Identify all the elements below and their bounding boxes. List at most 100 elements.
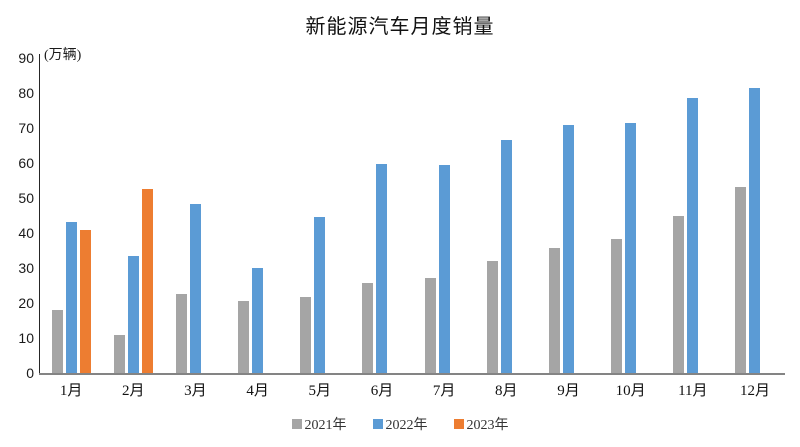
- bar-2021年-10月: [611, 238, 623, 373]
- bar-slot: [238, 58, 250, 373]
- bar-slot: [314, 58, 326, 373]
- bar-group-2月: [102, 58, 164, 373]
- bar-group-4月: [227, 58, 289, 373]
- y-tick-label: 50: [18, 190, 34, 206]
- bar-2021年-11月: [673, 215, 685, 373]
- bar-slot: [548, 58, 560, 373]
- bar-2021年-4月: [238, 300, 250, 373]
- bar-slot: [175, 58, 187, 373]
- bar-groups: [40, 58, 786, 373]
- y-axis-unit-label: (万辆): [44, 48, 82, 63]
- legend-label: 2021年: [304, 418, 347, 433]
- x-axis-label-7月: 7月: [432, 383, 456, 399]
- bar-slot: [562, 58, 574, 373]
- bar-slot: [701, 58, 712, 373]
- bar-2021年-5月: [300, 297, 312, 373]
- bar-group-8月: [475, 58, 537, 373]
- bar-slot: [639, 58, 650, 373]
- bar-slot: [453, 58, 464, 373]
- y-tick-label: 80: [18, 85, 34, 101]
- chart-title: 新能源汽车月度销量: [305, 16, 495, 38]
- bar-group-10月: [600, 58, 662, 373]
- legend-swatch-icon: [453, 419, 464, 429]
- bar-2023年-1月: [79, 230, 91, 373]
- x-axis-label-11月: 11月: [678, 383, 708, 399]
- x-axis-label-2月: 2月: [122, 383, 145, 399]
- bar-2022年-11月: [687, 97, 699, 373]
- x-axis-label-1月: 1月: [59, 383, 83, 399]
- x-axis-label-10月: 10月: [615, 383, 646, 399]
- bar-slot: [189, 58, 201, 373]
- bar-2022年-5月: [314, 216, 326, 373]
- bar-2021年-9月: [548, 248, 560, 373]
- x-axis-label-3月: 3月: [184, 383, 207, 399]
- bar-slot: [687, 58, 699, 373]
- x-axis-label-5月: 5月: [308, 383, 332, 399]
- bar-slot: [141, 58, 153, 373]
- bar-slot: [300, 58, 312, 373]
- x-axis-label-9月: 9月: [557, 383, 580, 399]
- bar-slot: [577, 58, 588, 373]
- y-tick-label: 10: [18, 330, 34, 346]
- bar-slot: [204, 58, 215, 373]
- bar-slot: [515, 58, 526, 373]
- bar-2022年-12月: [749, 88, 761, 373]
- bar-slot: [625, 58, 637, 373]
- bar-2022年-10月: [625, 123, 637, 373]
- y-axis-line: [39, 54, 40, 373]
- y-tick-label: 20: [18, 295, 34, 311]
- bar-slot: [486, 58, 498, 373]
- bar-slot: [735, 58, 747, 373]
- y-tick-label: 30: [18, 260, 34, 276]
- legend-item-2022年: 2022年: [372, 414, 428, 434]
- bar-slot: [749, 58, 761, 373]
- bar-slot: [266, 58, 277, 373]
- bar-group-5月: [289, 58, 351, 373]
- bar-2022年-3月: [189, 203, 201, 373]
- bar-group-1月: [40, 58, 102, 373]
- bar-2021年-1月: [51, 310, 63, 373]
- legend-item-2021年: 2021年: [291, 414, 347, 434]
- legend-label: 2022年: [385, 418, 428, 433]
- legend: 2021年 2022年 2023年: [0, 414, 800, 434]
- bar-2021年-3月: [175, 293, 187, 373]
- bar-slot: [252, 58, 264, 373]
- y-tick-label: 60: [18, 155, 34, 171]
- x-axis-label-4月: 4月: [246, 383, 269, 399]
- y-tick-label: 40: [18, 225, 34, 241]
- bar-2022年-1月: [65, 222, 77, 373]
- legend-swatch-icon: [291, 419, 302, 429]
- y-tick-label: 0: [26, 365, 34, 381]
- bar-slot: [390, 58, 401, 373]
- bar-2021年-8月: [486, 260, 498, 373]
- y-tick-label: 70: [18, 120, 34, 136]
- bar-group-12月: [724, 58, 786, 373]
- bar-2021年-2月: [113, 334, 125, 373]
- legend-label: 2023年: [466, 418, 509, 433]
- bar-2022年-6月: [376, 164, 388, 373]
- bar-slot: [763, 58, 774, 373]
- bar-slot: [328, 58, 339, 373]
- bar-2021年-6月: [362, 283, 374, 373]
- bar-slot: [127, 58, 139, 373]
- bar-group-6月: [351, 58, 413, 373]
- bar-slot: [65, 58, 77, 373]
- bar-2021年-12月: [735, 187, 747, 373]
- bar-2023年-2月: [141, 189, 153, 373]
- bar-slot: [376, 58, 388, 373]
- bar-2022年-7月: [438, 165, 450, 373]
- y-tick-label: 90: [18, 50, 34, 66]
- x-axis-label-6月: 6月: [370, 383, 394, 399]
- bar-slot: [424, 58, 436, 373]
- y-axis-tick-labels: 0 10 20 30 40 50 60 70 80 90: [0, 50, 34, 381]
- bar-2022年-4月: [252, 268, 264, 373]
- bar-slot: [438, 58, 450, 373]
- bar-slot: [113, 58, 125, 373]
- bar-group-3月: [164, 58, 226, 373]
- x-axis-label-12月: 12月: [739, 383, 770, 399]
- bar-slot: [611, 58, 623, 373]
- x-axis-labels: 1月 2月 3月 4月 5月 6月 7月 8月 9月 10月 11月 12月: [40, 379, 786, 400]
- bar-2022年-9月: [562, 125, 574, 373]
- bar-slot: [51, 58, 63, 373]
